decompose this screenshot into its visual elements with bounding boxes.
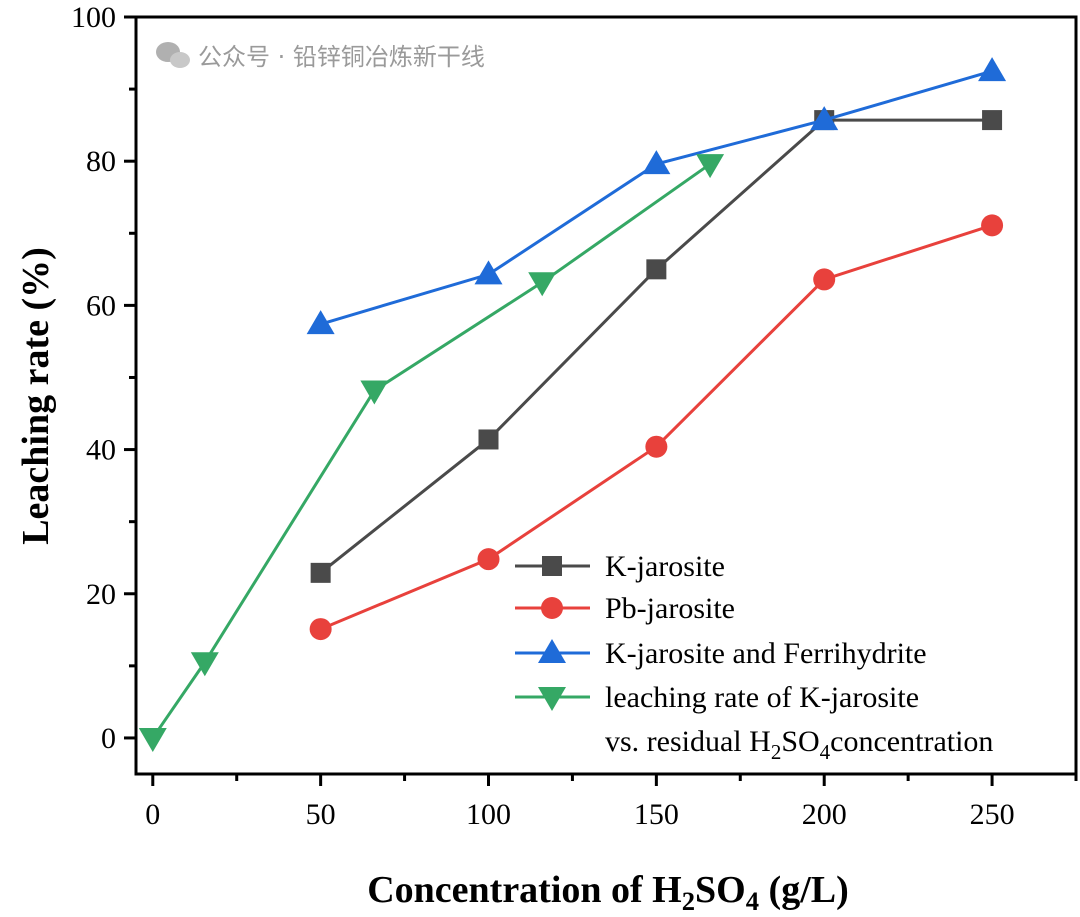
subscript: 2 (682, 886, 695, 916)
circle-marker (645, 435, 668, 458)
legend-label: Pb-jarosite (605, 592, 735, 625)
text-part: Concentration of H (367, 869, 682, 911)
legend-label: K-jarosite (605, 550, 725, 583)
x-axis-label: Concentration of H2SO4 (g/L) (367, 869, 849, 916)
triangle-down-marker (138, 727, 167, 752)
series-0 (310, 110, 1003, 583)
circle-marker (309, 618, 332, 641)
triangle-down-marker (696, 154, 725, 179)
y-tick-label: 60 (86, 289, 116, 322)
y-tick-label: 80 (86, 145, 116, 178)
y-axis-label: Leaching rate (%) (15, 247, 57, 545)
legend-entry: Pb-jarosite (515, 592, 735, 625)
legend-entry: K-jarosite and Ferrihydrite (515, 637, 927, 670)
x-tick-label: 150 (634, 798, 679, 831)
square-marker (478, 429, 499, 450)
text-part: SO (695, 869, 746, 911)
triangle-up-marker (538, 639, 566, 663)
y-tick-label: 100 (71, 1, 116, 34)
triangle-up-marker (810, 106, 839, 131)
triangle-up-marker (978, 57, 1007, 82)
legend-entry: K-jarosite (515, 550, 725, 583)
x-tick-label: 200 (802, 798, 847, 831)
triangle-down-marker (190, 652, 219, 677)
square-marker (982, 110, 1003, 131)
text-part: vs. residual H (605, 725, 771, 758)
legend-label: K-jarosite and Ferrihydrite (605, 637, 927, 670)
y-tick-label: 0 (101, 722, 116, 755)
subscript: 4 (820, 740, 831, 764)
circle-marker (813, 268, 836, 291)
triangle-up-marker (642, 150, 671, 175)
triangle-up-marker (474, 260, 503, 285)
wechat-icon (156, 42, 190, 68)
x-tick-label: 0 (145, 798, 160, 831)
series-line (319, 118, 993, 575)
subscript: 2 (771, 740, 782, 764)
series-line (320, 69, 993, 326)
series-2 (306, 57, 1007, 335)
triangle-up-marker (306, 310, 335, 335)
text-part: SO (781, 725, 819, 758)
legend-entry: leaching rate of K-jarosite vs. residual … (515, 681, 993, 764)
square-marker (310, 562, 331, 583)
legend-label-line2: vs. residual H2SO4concentration (605, 725, 993, 764)
legend-label: leaching rate of K-jarosite (605, 681, 919, 714)
triangle-down-marker (538, 687, 566, 711)
text-part: (g/L) (759, 869, 849, 911)
series-1 (309, 214, 1004, 641)
circle-marker (981, 214, 1004, 237)
legend: K-jarosite Pb-jarosite K-jarosite and Ferr… (515, 550, 993, 764)
text-part: concentration (830, 725, 993, 758)
series-3 (138, 154, 725, 752)
watermark-text: 公众号 · 铅锌铜冶炼新干线 (198, 43, 485, 71)
subscript: 4 (746, 886, 759, 916)
x-tick-label: 100 (466, 798, 511, 831)
square-marker (542, 556, 562, 576)
triangle-down-marker (360, 380, 389, 405)
y-tick-label: 20 (86, 578, 116, 611)
y-tick-label: 40 (86, 434, 116, 467)
x-tick-label: 250 (970, 798, 1015, 831)
watermark: 公众号 · 铅锌铜冶炼新干线 (156, 42, 485, 71)
triangle-down-marker (528, 272, 557, 297)
circle-marker (541, 597, 563, 619)
square-marker (646, 259, 667, 280)
plot-frame (134, 15, 1078, 776)
x-tick-label: 50 (306, 798, 336, 831)
circle-marker (477, 548, 500, 571)
